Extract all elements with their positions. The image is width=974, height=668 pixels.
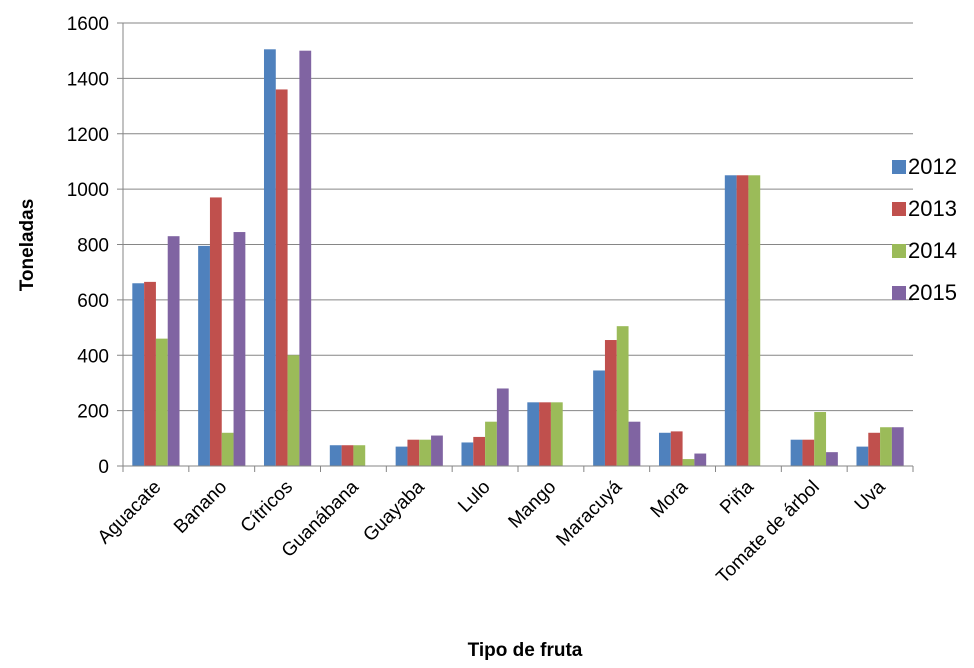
x-tick-label-6: Mango (505, 477, 561, 533)
bar-2013-6 (539, 402, 551, 466)
bar-2014-1 (221, 432, 234, 466)
bar-2013-3 (341, 445, 354, 466)
bar-2014-6 (550, 402, 563, 466)
x-tick-label-11: Uva (851, 476, 890, 515)
y-tick-label-1600: 1600 (67, 14, 109, 35)
bar-2015-0 (167, 236, 180, 466)
bar-2012-8 (658, 432, 671, 466)
bar-2012-11 (856, 446, 869, 466)
bar-2015-5 (496, 388, 509, 466)
legend-swatch-2015 (892, 286, 906, 300)
bar-2014-8 (682, 459, 695, 466)
bar-2013-2 (275, 89, 288, 466)
legend-swatch-2014 (892, 244, 906, 258)
legend-label-2014: 2014 (908, 238, 957, 263)
bar-2013-9 (736, 175, 749, 466)
bar-2014-7 (616, 326, 629, 466)
bars (132, 49, 904, 466)
bar-2012-5 (461, 442, 474, 466)
legend-label-2015: 2015 (908, 280, 957, 305)
bar-2012-0 (132, 283, 145, 466)
bar-2014-11 (880, 427, 892, 466)
y-tick-label-1200: 1200 (67, 125, 109, 146)
y-axis-title: Toneladas (17, 199, 38, 292)
y-tick-label-1400: 1400 (67, 69, 109, 90)
bar-2012-9 (724, 175, 737, 466)
bar-2013-1 (209, 197, 222, 466)
bar-2012-4 (395, 446, 408, 466)
bar-2014-5 (485, 421, 497, 466)
y-tick-label-1000: 1000 (67, 180, 109, 201)
bar-2012-3 (329, 445, 342, 466)
bar-2012-7 (593, 370, 605, 466)
bar-2014-10 (814, 412, 827, 466)
bar-2014-0 (155, 338, 168, 466)
bar-2014-3 (353, 445, 366, 466)
x-tick-label-4: Guayaba (359, 476, 429, 546)
bar-2013-11 (868, 432, 881, 466)
x-tick-label-8: Mora (647, 476, 693, 522)
y-tick-label-800: 800 (77, 236, 109, 257)
bar-2013-10 (802, 439, 815, 466)
bar-2015-2 (299, 50, 312, 466)
bar-2014-4 (419, 439, 432, 466)
legend-swatch-2013 (892, 202, 906, 216)
bar-2013-4 (407, 439, 420, 466)
bar-2015-1 (233, 232, 246, 466)
bar-2012-1 (198, 245, 210, 466)
bar-2015-10 (826, 452, 838, 466)
y-tick-labels: 0 200 400 600 800 1000 1200 1400 1600 (67, 14, 109, 478)
bar-2013-0 (144, 281, 156, 466)
x-tick-label-2: Cítricos (237, 477, 297, 537)
bar-2015-7 (628, 421, 641, 466)
y-tick-label-200: 200 (77, 402, 109, 423)
legend-label-2013: 2013 (908, 196, 957, 221)
bar-2015-8 (694, 453, 707, 466)
bar-2013-8 (670, 431, 683, 466)
x-tick-label-1: Banano (170, 477, 231, 538)
bar-2014-9 (748, 175, 761, 466)
bar-2014-2 (287, 355, 300, 466)
bar-2012-10 (790, 439, 803, 466)
grid-lines (123, 22, 913, 412)
bar-2013-5 (473, 436, 486, 466)
legend-swatch-2012 (892, 160, 906, 174)
bar-2012-2 (263, 49, 276, 466)
bar-2013-7 (604, 340, 617, 466)
x-tick-label-9: Piña (716, 476, 758, 518)
axes (117, 22, 914, 472)
x-tick-label-0: Aguacate (94, 477, 166, 549)
y-tick-label-0: 0 (98, 457, 109, 478)
y-tick-label-600: 600 (77, 291, 109, 312)
y-tick-label-400: 400 (77, 346, 109, 367)
x-axis-title: Tipo de fruta (468, 640, 583, 661)
legend: 2012 2013 2014 2015 (892, 154, 957, 305)
bar-2015-11 (891, 427, 904, 466)
bar-2012-6 (527, 402, 540, 466)
x-tick-label-5: Lulo (454, 477, 494, 517)
bar-2015-4 (431, 435, 443, 466)
legend-label-2012: 2012 (908, 154, 957, 179)
x-tick-label-7: Maracuyá (552, 476, 626, 550)
